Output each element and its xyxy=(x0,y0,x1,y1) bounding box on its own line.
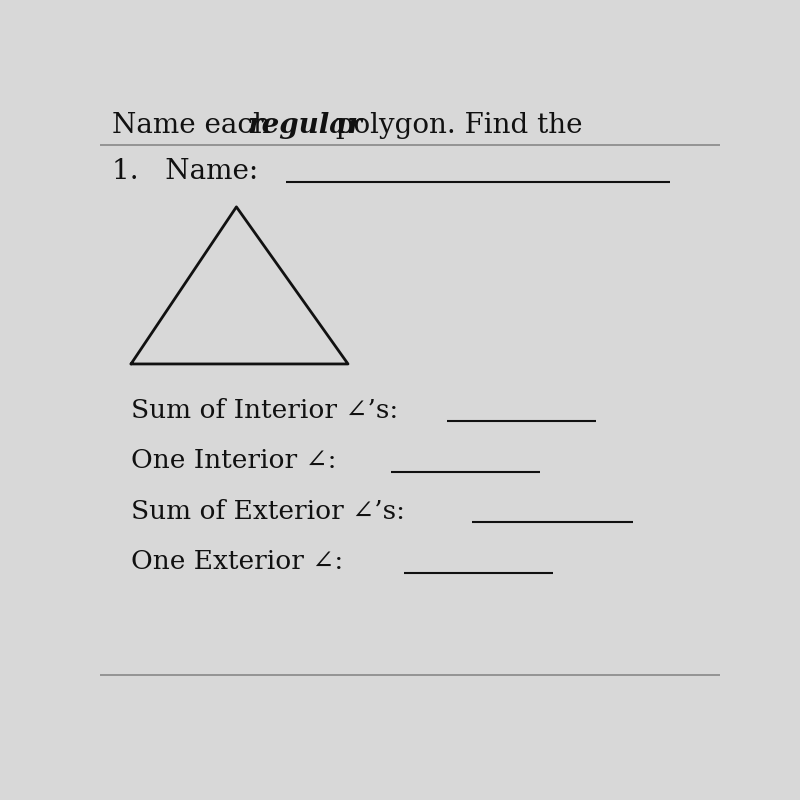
Text: 1.   Name:: 1. Name: xyxy=(112,158,258,185)
Text: regular: regular xyxy=(247,112,362,139)
Text: Name each: Name each xyxy=(112,112,280,139)
Text: One Exterior ∠:: One Exterior ∠: xyxy=(131,549,343,574)
Text: polygon. Find the: polygon. Find the xyxy=(327,112,582,139)
Text: Sum of Interior ∠’s:: Sum of Interior ∠’s: xyxy=(131,398,398,422)
Text: One Interior ∠:: One Interior ∠: xyxy=(131,448,337,473)
Text: Sum of Exterior ∠’s:: Sum of Exterior ∠’s: xyxy=(131,498,405,524)
